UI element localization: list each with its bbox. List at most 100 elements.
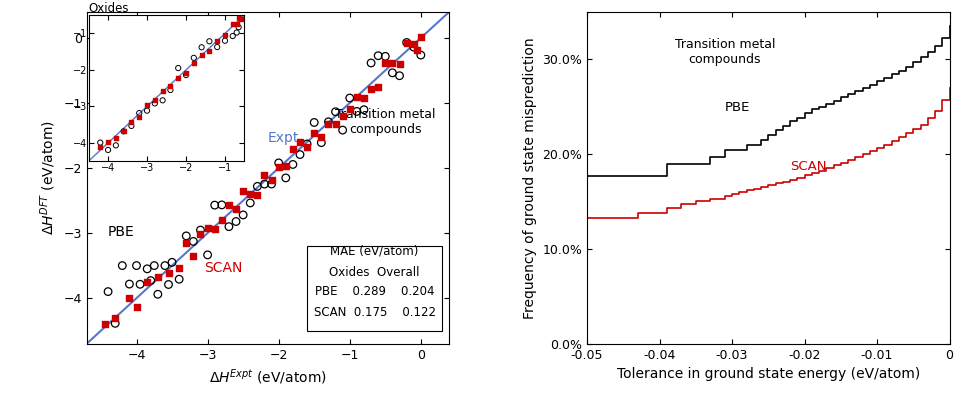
Text: Transition metal
compounds: Transition metal compounds (675, 38, 775, 66)
X-axis label: Tolerance in ground state energy (eV/atom): Tolerance in ground state energy (eV/ato… (617, 367, 920, 381)
Point (391, 73, 407, 79)
Point (129, 262, 145, 269)
Point (300, 141, 315, 147)
Point (214, 217, 229, 223)
Y-axis label: Frequency of ground state misprediction: Frequency of ground state misprediction (522, 37, 537, 318)
Point (349, 108, 364, 115)
Point (307, 130, 322, 136)
Point (399, 40, 415, 46)
Point (96, 321, 112, 327)
Point (193, 227, 208, 233)
Point (406, 40, 421, 47)
Point (264, 181, 280, 187)
Text: Expt: Expt (268, 131, 300, 145)
Point (243, 200, 258, 206)
Point (200, 252, 215, 258)
Point (300, 144, 315, 150)
Point (414, 34, 429, 41)
X-axis label: $\Delta H^{Expt}$ (eV/atom): $\Delta H^{Expt}$ (eV/atom) (209, 367, 327, 387)
Point (107, 320, 122, 327)
Point (385, 70, 400, 76)
Point (264, 177, 280, 183)
Point (161, 270, 176, 276)
Point (235, 188, 251, 194)
Text: SCAN: SCAN (790, 160, 826, 173)
Point (357, 95, 372, 102)
Text: MAE (eV/atom): MAE (eV/atom) (331, 245, 418, 258)
Point (164, 259, 179, 265)
Point (385, 60, 400, 66)
Point (243, 190, 258, 197)
Point (121, 281, 137, 287)
Point (313, 134, 329, 140)
Point (342, 95, 358, 101)
Text: SCAN  0.175    0.122: SCAN 0.175 0.122 (313, 306, 436, 319)
Text: PBE    0.289    0.204: PBE 0.289 0.204 (315, 285, 435, 298)
Point (221, 224, 236, 230)
Point (129, 304, 145, 310)
Point (100, 288, 116, 295)
Point (186, 238, 201, 245)
Y-axis label: $\Delta H^{DFT}$ (eV/atom): $\Delta H^{DFT}$ (eV/atom) (39, 120, 58, 235)
Point (370, 83, 386, 90)
Bar (308, 246, 442, 331)
Text: PBE: PBE (725, 102, 750, 115)
Point (328, 120, 343, 127)
Point (178, 233, 194, 239)
Point (172, 265, 187, 271)
Point (157, 262, 173, 269)
Point (132, 281, 147, 288)
Point (399, 40, 415, 46)
Point (178, 240, 194, 246)
Point (161, 281, 176, 288)
Point (349, 94, 364, 100)
Point (410, 47, 425, 53)
Point (207, 226, 223, 232)
Point (214, 202, 229, 208)
Point (363, 60, 379, 66)
Point (271, 160, 286, 166)
Point (321, 118, 336, 125)
Point (370, 53, 386, 59)
Point (363, 85, 379, 92)
Point (207, 202, 223, 208)
Point (307, 119, 322, 126)
Text: SCAN: SCAN (204, 261, 242, 275)
Point (193, 231, 208, 237)
Point (172, 276, 187, 282)
Point (342, 105, 358, 112)
Point (292, 139, 308, 145)
Point (140, 266, 155, 272)
Text: PBE: PBE (108, 225, 135, 239)
Point (285, 161, 301, 167)
Point (271, 164, 286, 170)
Point (406, 44, 421, 50)
Point (140, 279, 155, 286)
Point (328, 109, 343, 115)
Point (278, 175, 293, 181)
Point (391, 61, 407, 67)
Text: Oxides  Overall: Oxides Overall (330, 265, 420, 278)
Point (115, 262, 130, 269)
Point (150, 274, 166, 280)
Point (186, 252, 201, 259)
Point (256, 181, 272, 187)
Point (250, 192, 265, 199)
Point (414, 52, 429, 58)
Point (357, 107, 372, 113)
Point (228, 218, 244, 225)
Point (313, 139, 329, 146)
Point (278, 162, 293, 169)
Point (378, 53, 393, 60)
Point (150, 291, 166, 297)
Point (250, 183, 265, 190)
Point (256, 172, 272, 178)
Point (147, 262, 162, 269)
Point (107, 315, 122, 321)
Point (285, 146, 301, 152)
Point (235, 212, 251, 218)
Point (143, 277, 158, 284)
Point (221, 202, 236, 208)
Point (335, 113, 350, 120)
Point (378, 60, 393, 66)
